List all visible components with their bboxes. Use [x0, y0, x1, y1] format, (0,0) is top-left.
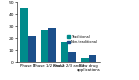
- Bar: [89, 55, 96, 62]
- Bar: [81, 58, 89, 62]
- Bar: [41, 30, 48, 62]
- Bar: [20, 8, 28, 62]
- Bar: [28, 36, 36, 62]
- Legend: Traditional, Non-traditional: Traditional, Non-traditional: [67, 35, 98, 45]
- Bar: [69, 52, 76, 62]
- Bar: [61, 42, 69, 62]
- Bar: [48, 28, 56, 62]
